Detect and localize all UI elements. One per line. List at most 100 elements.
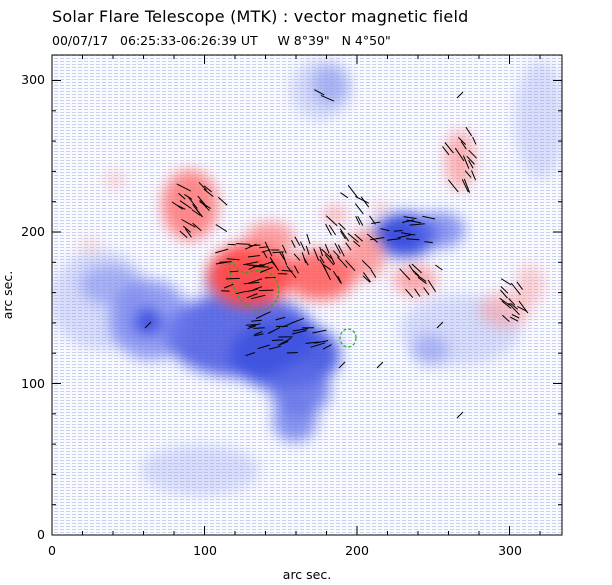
field-vector [253,333,264,337]
field-vector [182,225,192,233]
field-vector [268,345,282,350]
field-vector [355,196,370,204]
field-vector [181,219,196,228]
field-vector [401,219,415,223]
field-vector [171,201,184,210]
field-vector [215,261,232,265]
field-vector [444,142,454,154]
field-vector [179,230,188,238]
field-vector [248,323,261,328]
field-vector [361,260,372,270]
field-vector [247,325,256,330]
x-tick-label: 300 [498,543,522,558]
field-vector [262,250,268,259]
field-vector [354,233,364,242]
image-title: Solar Flare Telescope (MTK) : vector mag… [52,7,469,26]
field-vector [223,283,234,289]
field-vector [423,287,430,296]
field-vector [320,94,335,102]
field-vector [339,228,350,242]
field-vector [500,278,512,286]
field-vector [250,294,266,300]
field-vector [435,264,443,271]
field-vector [310,342,326,348]
field-vector [406,219,422,224]
field-vector [203,188,214,197]
field-vector [322,344,332,350]
field-vector [303,257,309,266]
field-vector [338,222,346,230]
y-tick-label: 100 [21,376,45,391]
field-vector [366,233,379,243]
field-vector [313,248,320,261]
x-tick-label: 200 [345,543,369,558]
field-vector [198,181,207,191]
field-vector [247,255,260,258]
field-vector [305,245,310,255]
field-vector [184,193,193,200]
field-vector [286,352,298,354]
field-vector [293,253,301,261]
field-vector [325,215,338,227]
field-vector [306,233,311,245]
field-vector [501,300,512,309]
field-vector [338,361,346,369]
field-vector [405,288,414,298]
x-axis-label: arc sec. [283,567,331,582]
field-vector [324,244,330,254]
field-vector [247,278,263,285]
axis-ticks [51,55,562,536]
field-vector [357,215,364,226]
field-vector [245,352,256,357]
field-vector [337,244,345,257]
field-vector [267,326,281,334]
field-vector [401,232,416,236]
field-vector [278,251,286,261]
field-vector [362,275,371,283]
field-vector [466,155,475,165]
field-vector [291,239,296,248]
field-vector [464,170,472,178]
field-vector [457,136,467,145]
field-vector [370,269,377,278]
field-vector [251,319,262,322]
field-vector [187,196,198,209]
field-vector [499,297,510,306]
field-vector [414,288,421,297]
field-vector [406,238,420,241]
field-vector [305,341,320,344]
field-vector [500,289,508,299]
field-vector [454,147,465,162]
field-vector [360,196,370,208]
field-vector [312,329,327,334]
field-vector [334,242,341,254]
field-vector [412,270,420,277]
field-vector [462,155,470,169]
transverse-field-vectors [144,89,529,419]
field-vector [411,263,422,274]
field-vector [286,265,297,279]
field-vector [376,361,384,369]
field-vector [281,251,288,266]
field-vector [215,224,228,233]
field-vector [337,275,342,284]
field-vector [236,243,251,245]
field-vector [235,290,247,295]
field-vector [442,146,450,156]
field-vector [179,200,192,210]
field-vector [516,281,524,290]
x-tick-label: 0 [48,543,56,558]
negative-polarity-regions [80,65,465,442]
field-vector [456,91,464,99]
field-vector [275,316,286,321]
field-vector [293,265,299,274]
field-vector [294,236,301,247]
field-vector [191,209,201,216]
field-vector [409,223,425,226]
field-vector [447,179,459,193]
field-vector [243,261,259,266]
field-vector [345,242,352,251]
field-vector [300,241,306,251]
field-vector [192,222,202,232]
